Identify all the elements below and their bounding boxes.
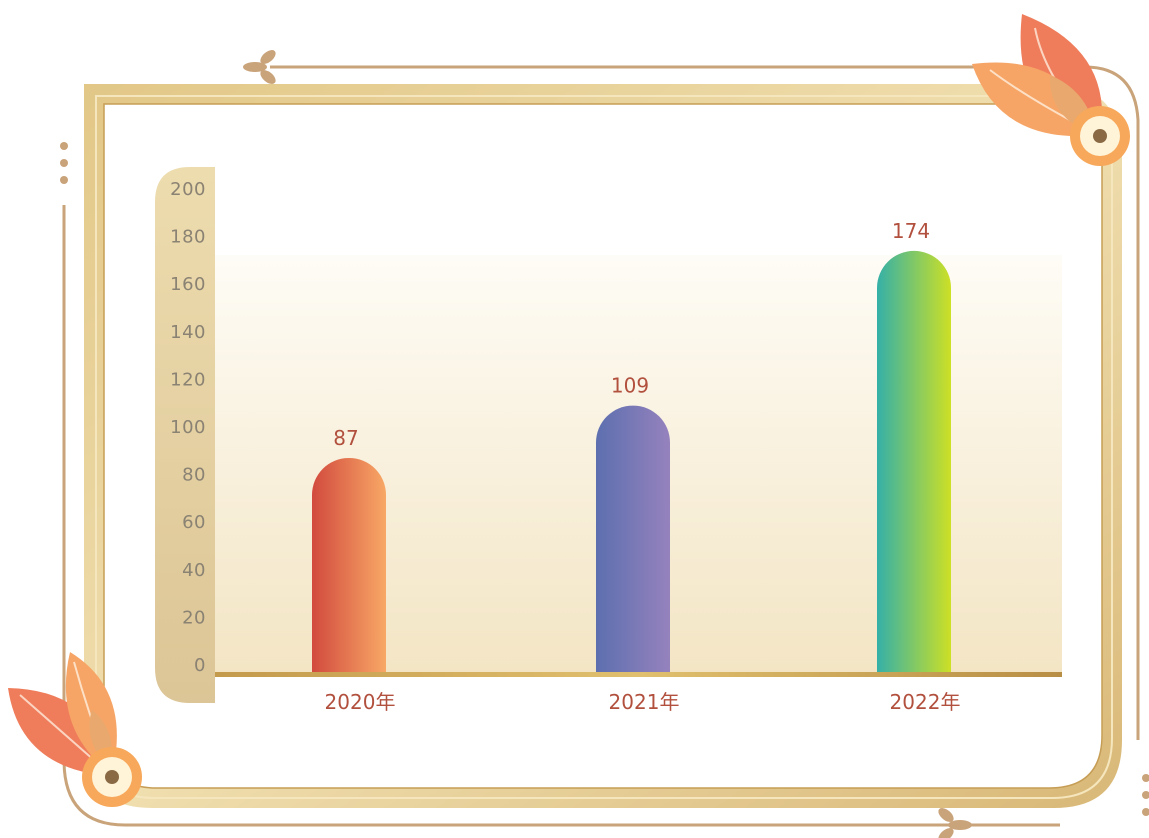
y-axis-pill [155,167,215,703]
data-label: 87 [333,426,358,450]
data-label: 174 [892,219,930,243]
bar-series [312,250,951,675]
leaf-decoration-icon [972,14,1130,166]
x-tick-label: 2021年 [609,690,680,714]
y-tick-label: 80 [182,465,206,486]
y-tick-label: 120 [170,369,206,390]
data-labels: 87 109 174 [333,219,930,450]
x-tick-label: 2020年 [325,690,396,714]
y-tick-label: 60 [182,512,206,533]
y-tick-label: 40 [182,560,206,581]
leaf-decoration-icon [8,652,142,807]
y-tick-label: 20 [182,607,206,628]
dots-icon [60,142,1149,816]
sprig-icon [243,50,276,84]
bar-2020年 [312,457,386,674]
sprig-icon [938,808,972,838]
x-axis: 2020年 2021年 2022年 [325,690,961,714]
data-label: 109 [611,374,649,398]
y-tick-label: 160 [170,274,206,295]
y-axis: 0 20 40 60 80 100 120 140 160 180 200 [170,179,206,676]
x-tick-label: 2022年 [890,690,961,714]
y-tick-label: 180 [170,227,206,248]
x-axis-baseline [215,672,1062,677]
y-tick-label: 140 [170,322,206,343]
bar-2021年 [596,405,670,674]
y-tick-label: 0 [194,655,206,676]
bar-2022年 [877,250,951,675]
y-tick-label: 200 [170,179,206,200]
y-tick-label: 100 [170,417,206,438]
